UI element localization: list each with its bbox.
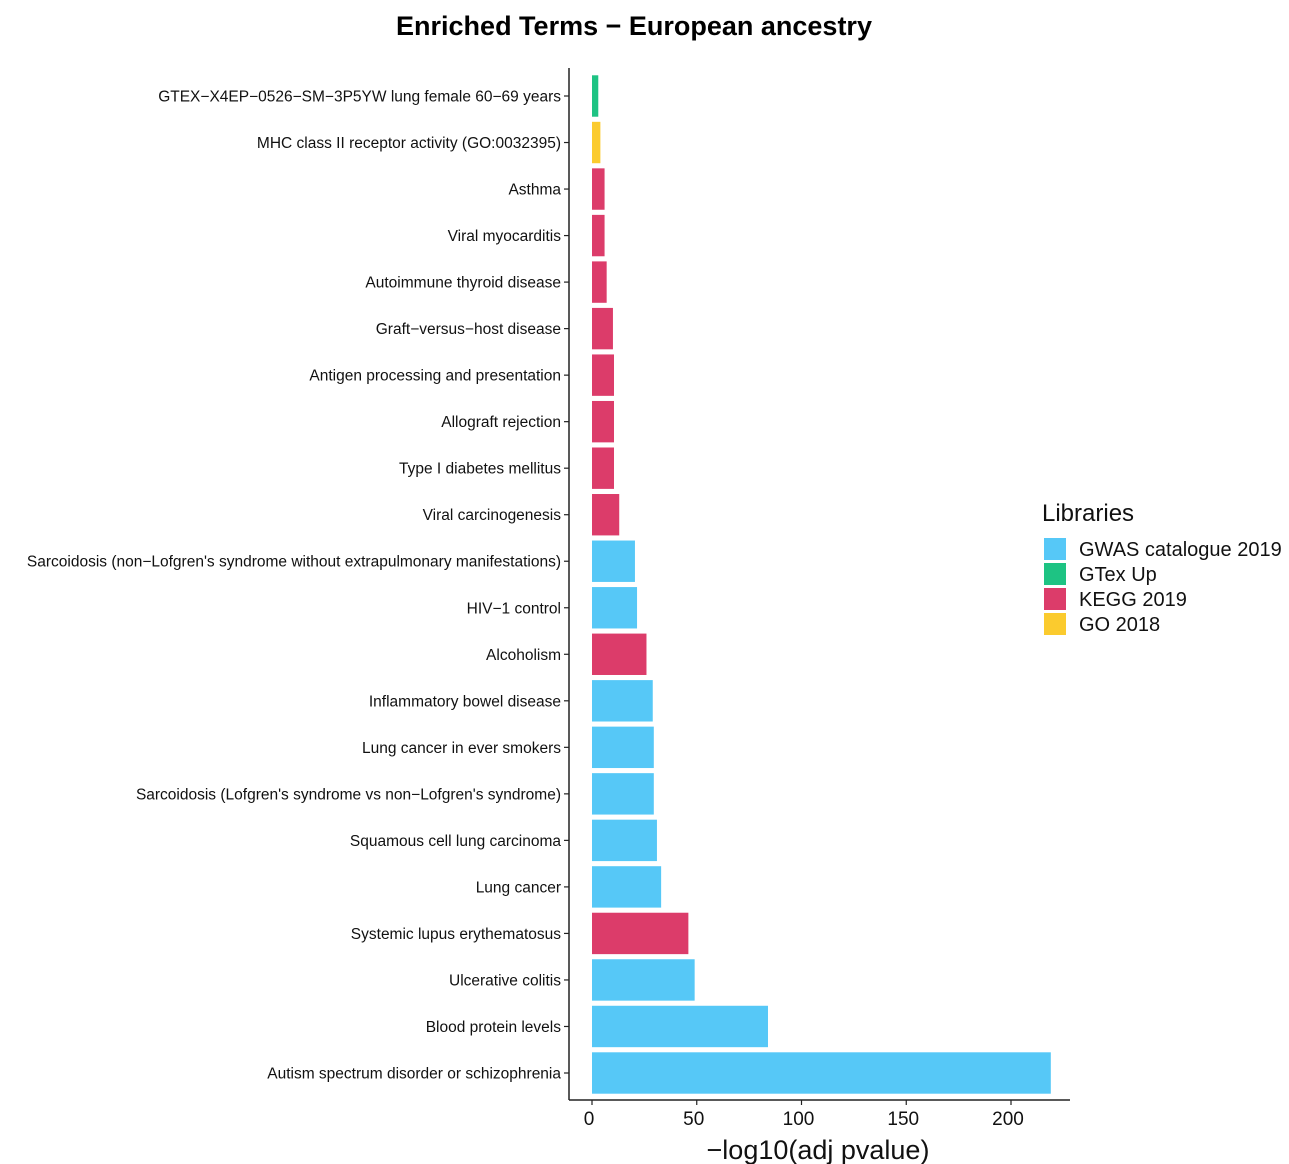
y-tick-label: Ulcerative colitis	[449, 972, 561, 989]
legend-swatch-kegg-2019	[1044, 588, 1066, 610]
bar-autism-spectrum-disorder-or-schizophrenia	[592, 1052, 1051, 1094]
bars-group	[592, 75, 1051, 1094]
y-tick-label: Antigen processing and presentation	[309, 368, 561, 385]
y-tick-label: Allograft rejection	[441, 414, 561, 431]
legend-label-gtex-up: GTex Up	[1079, 564, 1157, 586]
legend: Libraries GWAS catalogue 2019 GTex Up KEGG…	[1042, 500, 1282, 636]
y-tick-label: Squamous cell lung carcinoma	[350, 833, 561, 850]
legend-swatch-go-2018	[1044, 613, 1066, 635]
legend-swatch-gwas-catalogue-2019	[1044, 538, 1066, 560]
bar-graft-versus-host-disease	[592, 307, 613, 350]
bar-asthma	[592, 168, 605, 210]
y-tick-label: Systemic lupus erythematosus	[351, 926, 561, 943]
bar-sarcoidosis-lofgren-s-syndrome-vs-non-lofgren-s-syndrome	[592, 773, 654, 815]
legend-label-kegg-2019: KEGG 2019	[1079, 589, 1187, 611]
y-tick-label: Autism spectrum disorder or schizophreni…	[267, 1066, 561, 1083]
bar-sarcoidosis-non-lofgren-s-syndrome-without-extrapulmonary-manifestations	[592, 540, 635, 582]
legend-swatch-gtex-up	[1044, 563, 1066, 585]
legend-label-gwas-catalogue-2019: GWAS catalogue 2019	[1079, 539, 1282, 561]
x-tick-label: 100	[783, 1109, 815, 1130]
y-tick-label: Type I diabetes mellitus	[399, 461, 561, 478]
bar-systemic-lupus-erythematosus	[592, 912, 689, 955]
bar-lung-cancer	[592, 866, 662, 908]
y-tick-label: Blood protein levels	[426, 1019, 562, 1036]
y-tick-label: Autoimmune thyroid disease	[365, 275, 561, 292]
bar-lung-cancer-in-ever-smokers	[592, 726, 654, 769]
x-axis-label: −log10(adj pvalue)	[707, 1135, 930, 1164]
x-tick-label: 150	[887, 1109, 919, 1130]
bar-ulcerative-colitis	[592, 959, 695, 1001]
legend-label-go-2018: GO 2018	[1079, 614, 1160, 636]
bar-blood-protein-levels	[592, 1005, 768, 1048]
y-tick-label: Sarcoidosis (non−Lofgren's syndrome with…	[27, 554, 561, 571]
bar-squamous-cell-lung-carcinoma	[592, 819, 657, 862]
y-tick-label: GTEX−X4EP−0526−SM−3P5YW lung female 60−6…	[158, 89, 561, 106]
y-axis-ticks: GTEX−X4EP−0526−SM−3P5YW lung female 60−6…	[27, 89, 569, 1083]
bar-hiv-1-control	[592, 587, 638, 629]
y-tick-label: Viral myocarditis	[448, 228, 562, 245]
y-tick-label: Inflammatory bowel disease	[369, 693, 561, 710]
y-tick-label: Asthma	[508, 182, 561, 199]
bar-viral-myocarditis	[592, 214, 605, 257]
x-axis-ticks: 0 50 100 150 200	[584, 1100, 1024, 1130]
y-tick-label: MHC class II receptor activity (GO:00323…	[257, 135, 561, 152]
y-tick-label: Sarcoidosis (Lofgren's syndrome vs non−L…	[136, 786, 561, 803]
legend-title: Libraries	[1042, 500, 1134, 527]
y-tick-label: Graft−versus−host disease	[376, 321, 561, 338]
chart-title: Enriched Terms − European ancestry	[396, 11, 872, 41]
x-tick-label: 200	[992, 1109, 1024, 1130]
bar-autoimmune-thyroid-disease	[592, 261, 607, 303]
bar-mhc-class-ii-receptor-activity-go-0032395	[592, 121, 601, 164]
bar-allograft-rejection	[592, 400, 614, 443]
y-tick-label: Alcoholism	[486, 647, 561, 664]
x-tick-label: 50	[683, 1109, 704, 1130]
bar-type-i-diabetes-mellitus	[592, 447, 614, 489]
x-tick-label: 0	[584, 1109, 595, 1130]
y-tick-label: HIV−1 control	[467, 600, 561, 617]
bar-gtex-x4ep-0526-sm-3p5yw-lung-female-60-69-years	[592, 75, 599, 117]
y-tick-label: Viral carcinogenesis	[423, 507, 562, 524]
bar-inflammatory-bowel-disease	[592, 680, 653, 722]
bar-viral-carcinogenesis	[592, 494, 620, 536]
y-tick-label: Lung cancer	[476, 879, 561, 896]
bar-antigen-processing-and-presentation	[592, 354, 614, 396]
y-tick-label: Lung cancer in ever smokers	[362, 740, 561, 757]
bar-alcoholism	[592, 633, 647, 675]
